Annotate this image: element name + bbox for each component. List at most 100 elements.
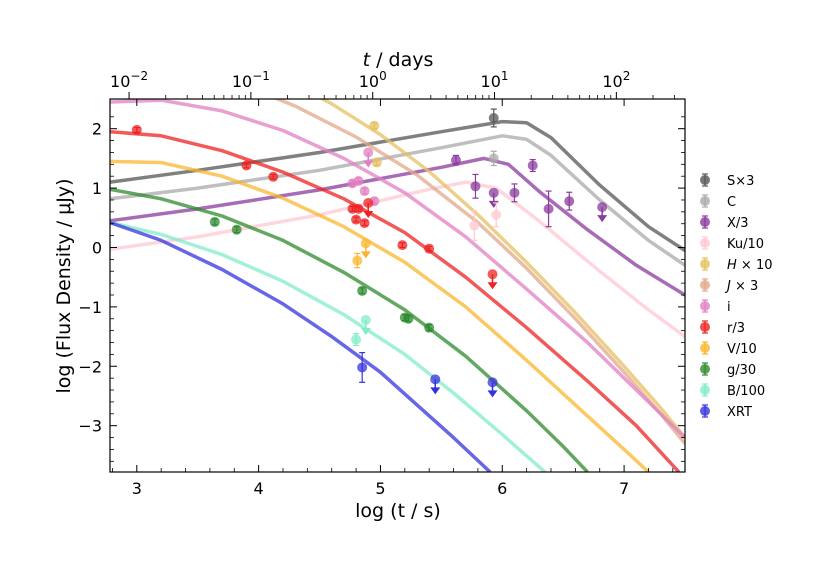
data-point-6-3 (363, 147, 374, 158)
data-point-2-6 (564, 196, 575, 207)
model-curves (110, 99, 685, 472)
data-point-3-1 (491, 209, 502, 220)
data-point-10-1 (360, 314, 371, 325)
legend-marker-4 (700, 259, 710, 269)
data-point-7-4 (351, 214, 362, 225)
data-point-9-5 (424, 322, 435, 333)
legend-marker-0 (700, 175, 710, 185)
legend-label-10: B/100 (727, 384, 765, 399)
upper-limit-arrow-6-3 (363, 160, 374, 168)
x-tick-label-2: 5 (375, 479, 385, 498)
data-point-8-1 (360, 238, 371, 249)
legend-label-7: r/3 (727, 321, 745, 336)
data-point-7-6 (359, 218, 370, 229)
model-curve-11 (110, 220, 492, 472)
x-tick-label-3: 6 (497, 479, 507, 498)
data-point-11-1 (430, 374, 441, 385)
top-tick-label-1: 10−1 (232, 69, 270, 91)
y-tick-label-2: 0 (92, 238, 102, 257)
legend-label-2: X/3 (727, 216, 749, 231)
legend-marker-11 (700, 406, 710, 416)
data-point-11-2 (487, 377, 498, 388)
legend-label-0: S×3 (727, 174, 754, 189)
x-tick-label-0: 3 (132, 479, 142, 498)
model-curve-8 (110, 159, 650, 472)
legend-label-4: H × 10 (727, 258, 772, 273)
data-point-2-0 (450, 155, 461, 166)
legend-marker-2 (700, 217, 710, 227)
legend-marker-10 (700, 385, 710, 395)
legend-marker-5 (700, 280, 710, 290)
legend-label-8: V/10 (727, 342, 757, 357)
legend-label-3: Ku/10 (727, 237, 764, 252)
data-points (131, 108, 608, 398)
legend-label-5: J × 3 (724, 279, 758, 294)
data-point-7-8 (397, 240, 408, 251)
data-point-7-9 (424, 243, 435, 254)
y-tick-label-5: −3 (78, 417, 102, 436)
upper-limit-arrow-10-1 (360, 327, 371, 335)
legend-marker-6 (700, 301, 710, 311)
legend-label-11: XRT (727, 405, 752, 420)
data-point-2-2 (488, 187, 499, 198)
data-point-8-0 (352, 255, 363, 266)
y-tick-label-1: 1 (92, 179, 102, 198)
model-curve-9 (110, 187, 589, 472)
upper-limit-arrow-2-7 (597, 215, 608, 223)
legend-label-9: g/30 (727, 363, 756, 378)
x-tick-label-1: 4 (254, 479, 264, 498)
data-point-0-0 (488, 113, 499, 124)
data-point-7-2 (268, 171, 279, 182)
upper-limit-arrow-7-7 (363, 210, 374, 218)
data-point-6-2 (359, 186, 370, 197)
y-tick-label-3: −1 (78, 298, 102, 317)
data-point-7-7 (363, 197, 374, 208)
data-point-10-0 (351, 334, 362, 345)
legend-marker-8 (700, 343, 710, 353)
legend-marker-7 (700, 322, 710, 332)
upper-limit-arrow-2-2 (488, 200, 499, 208)
data-point-2-7 (597, 202, 608, 213)
legend: S×3 C X/3 Ku/10 H × 10 J × 3 i r/3 V/10 g/30 B/100… (700, 173, 772, 420)
model-curve-6 (110, 99, 685, 439)
model-curve-10 (110, 220, 547, 472)
y-tick-label-4: −2 (78, 357, 102, 376)
data-point-4-1 (371, 157, 382, 168)
top-tick-label-4: 102 (602, 69, 630, 91)
model-curve-4 (318, 99, 685, 439)
data-point-9-2 (357, 285, 368, 296)
y-tick-label-0: 2 (92, 120, 102, 139)
data-point-9-0 (209, 216, 220, 227)
legend-label-1: C (727, 195, 736, 210)
data-point-3-0 (469, 220, 480, 231)
upper-limit-arrow-8-1 (360, 251, 371, 259)
data-point-2-5 (543, 203, 554, 214)
upper-limit-arrow-11-1 (430, 387, 441, 395)
top-axis-label: t / days (363, 49, 434, 71)
legend-label-6: i (727, 300, 731, 315)
x-tick-label-4: 7 (619, 479, 629, 498)
x-axis-label: log (t / s) (355, 500, 441, 522)
plot-frame (109, 98, 686, 473)
model-curve-5 (273, 99, 685, 445)
legend-marker-9 (700, 364, 710, 374)
data-point-7-0 (131, 124, 142, 135)
data-point-4-0 (369, 120, 380, 131)
top-tick-label-3: 101 (481, 69, 509, 91)
data-point-9-4 (403, 313, 414, 324)
legend-marker-1 (700, 196, 710, 206)
data-point-7-1 (241, 160, 252, 171)
data-point-2-4 (527, 160, 538, 171)
model-curve-7 (110, 129, 681, 472)
data-point-2-1 (470, 181, 481, 192)
legend-marker-3 (700, 238, 710, 248)
upper-limit-arrow-7-10 (487, 282, 498, 290)
data-point-9-1 (231, 224, 242, 235)
data-point-7-10 (487, 269, 498, 280)
top-tick-label-0: 10−2 (110, 69, 148, 91)
model-curve-3 (110, 180, 685, 339)
model-curve-0 (110, 119, 685, 252)
